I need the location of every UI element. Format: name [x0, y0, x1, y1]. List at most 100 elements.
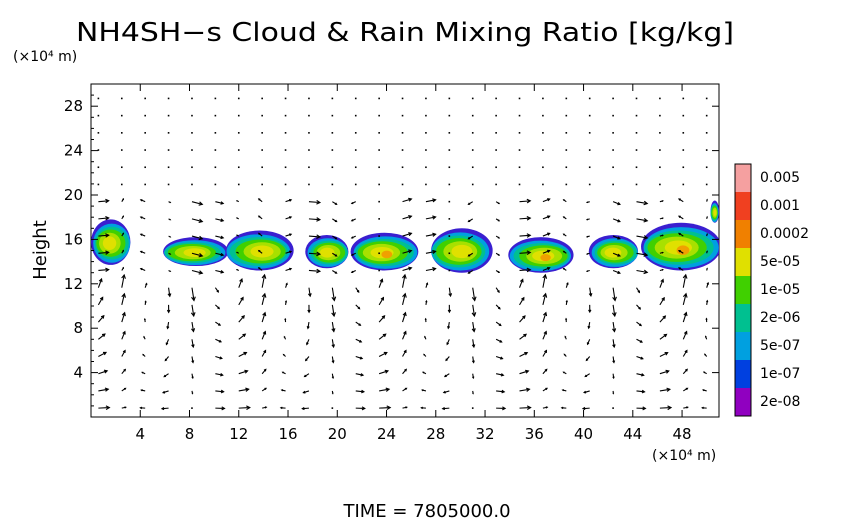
wind-arrow — [261, 368, 267, 375]
wind-arrow — [682, 368, 688, 375]
wind-arrow — [562, 199, 567, 203]
colorbar-label: 0.005 — [760, 170, 800, 186]
x-tick-label: 8 — [185, 425, 195, 443]
wind-arrow — [121, 387, 127, 392]
wind-arrow — [542, 166, 544, 169]
wind-arrow — [425, 97, 427, 100]
colorbar-swatch — [735, 248, 751, 277]
wind-arrow — [542, 215, 551, 220]
wind-arrow — [519, 405, 532, 411]
wind-arrow — [378, 315, 386, 323]
colorbar-swatch — [735, 192, 751, 221]
wind-arrow — [378, 333, 387, 340]
wind-arrow — [447, 322, 451, 330]
wind-arrow — [659, 387, 672, 392]
wind-arrow — [332, 201, 338, 205]
wind-arrow — [166, 304, 171, 314]
x-tick-label: 20 — [328, 425, 347, 443]
wind-arrow — [281, 371, 286, 375]
wind-arrow — [214, 166, 217, 169]
wind-arrow — [98, 333, 106, 340]
wind-arrow — [612, 166, 614, 169]
wind-arrow — [425, 114, 427, 117]
wind-arrow — [612, 114, 614, 117]
wind-arrow — [308, 183, 310, 186]
wind-arrow — [659, 296, 665, 306]
wind-arrow — [121, 197, 125, 202]
wind-arrow — [285, 267, 293, 272]
wind-arrow — [331, 373, 335, 380]
wind-arrow — [215, 218, 225, 222]
wind-arrow — [471, 407, 474, 409]
wind-arrow — [519, 315, 526, 323]
wind-arrow — [542, 330, 548, 340]
wind-arrow — [612, 252, 621, 257]
wind-arrow — [612, 390, 615, 395]
cloud-contour — [102, 236, 117, 251]
wind-arrow — [588, 132, 591, 134]
wind-arrow — [167, 166, 170, 169]
wind-arrow — [308, 251, 322, 257]
colorbar-label: 5e-05 — [760, 254, 800, 270]
wind-arrow — [191, 287, 196, 302]
wind-arrow — [612, 201, 621, 206]
wind-arrow — [378, 132, 380, 134]
colorbar-label: 1e-05 — [760, 282, 800, 298]
wind-arrow — [588, 183, 591, 186]
wind-arrow — [518, 114, 521, 117]
wind-arrow — [495, 252, 501, 256]
wind-arrow — [121, 266, 125, 271]
wind-arrow — [121, 349, 126, 357]
wind-arrow — [285, 198, 293, 203]
wind-arrow — [191, 114, 193, 117]
wind-arrow — [420, 406, 426, 410]
wind-arrow — [402, 292, 407, 306]
wind-arrow — [443, 373, 450, 378]
wind-arrow — [285, 216, 293, 220]
x-tick-label: 12 — [229, 425, 248, 443]
wind-arrow — [448, 252, 451, 255]
wind-arrow — [705, 97, 708, 100]
wind-arrow — [425, 166, 427, 169]
wind-arrow — [261, 149, 263, 151]
wind-arrow — [585, 235, 590, 238]
wind-arrow — [659, 166, 661, 169]
wind-arrow — [471, 149, 474, 151]
wind-arrow — [705, 132, 708, 134]
wind-arrow — [257, 232, 263, 237]
wind-arrow — [495, 355, 504, 360]
wind-arrow — [612, 149, 614, 151]
x-axis: 4 8 12 16 20 24 28 32 36 40 44 48 — [135, 84, 692, 443]
wind-arrow — [261, 311, 267, 323]
wind-arrow — [285, 282, 288, 288]
wind-arrow — [191, 269, 204, 275]
wind-arrow — [612, 322, 617, 333]
wind-arrow — [448, 200, 451, 203]
colorbar-swatch — [735, 220, 751, 249]
wind-arrow — [331, 132, 334, 134]
wind-arrow — [97, 97, 100, 100]
wind-arrow — [612, 373, 615, 380]
wind-arrow — [422, 371, 427, 375]
wind-arrow — [261, 97, 263, 100]
wind-arrow — [448, 166, 451, 169]
wind-arrow — [518, 149, 521, 151]
wind-arrow — [442, 390, 450, 394]
wind-arrow — [701, 389, 707, 392]
wind-arrow — [519, 250, 532, 255]
wind-arrow — [308, 199, 322, 205]
wind-arrow — [97, 166, 100, 169]
wind-arrow — [191, 218, 204, 223]
wind-arrow — [425, 249, 437, 255]
wind-arrow — [235, 200, 239, 203]
wind-arrow — [495, 270, 501, 273]
wind-arrow — [379, 387, 391, 392]
wind-arrow — [279, 406, 286, 410]
wind-arrow — [495, 114, 497, 117]
wind-arrow — [121, 232, 125, 237]
cloud-peak — [676, 245, 690, 255]
wind-arrow — [121, 330, 126, 340]
wind-arrow — [402, 232, 413, 237]
wind-arrow — [378, 296, 385, 306]
wind-arrow — [562, 250, 567, 254]
